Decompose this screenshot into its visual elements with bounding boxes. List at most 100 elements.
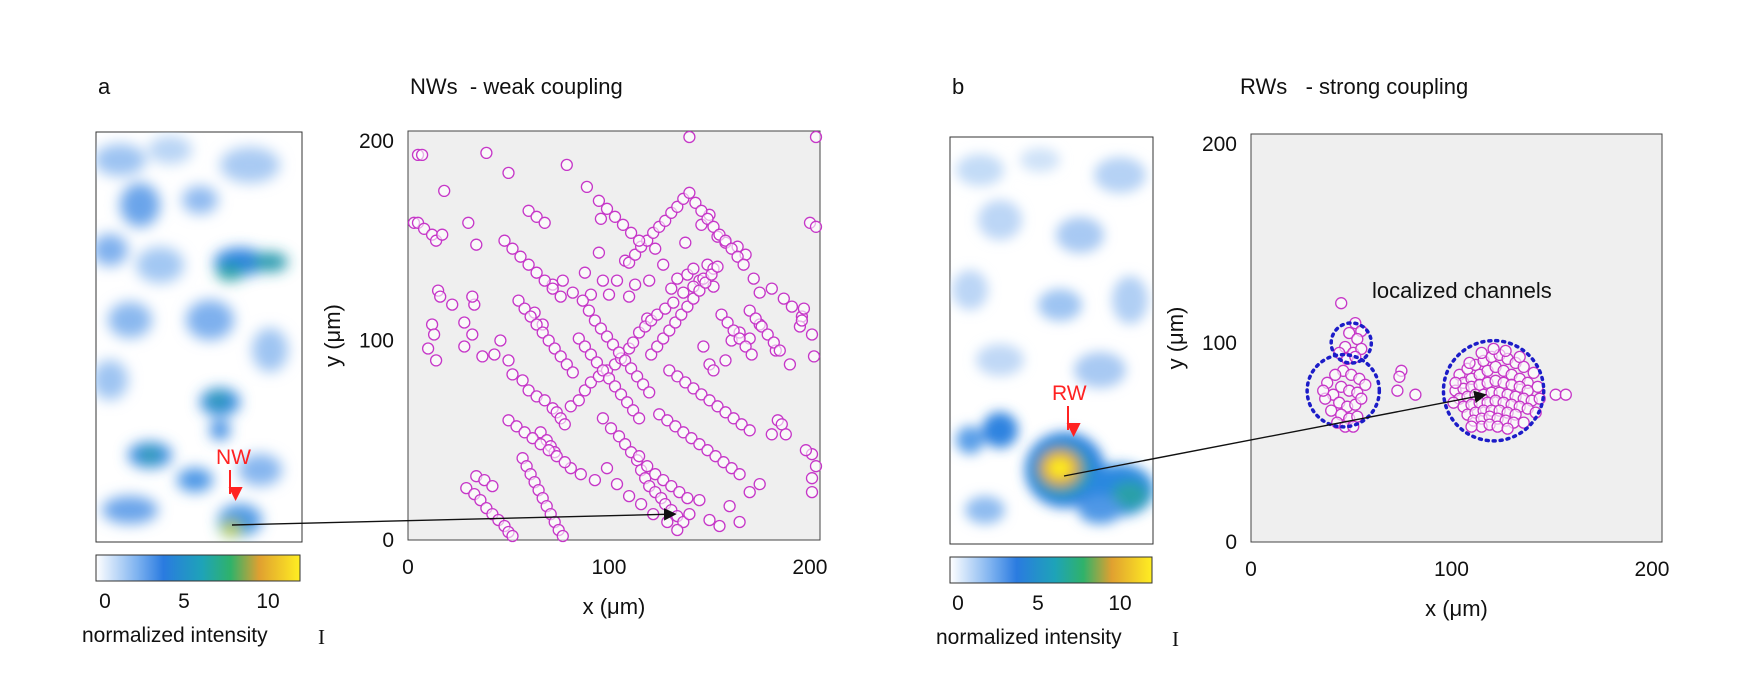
- data-point: [502, 354, 515, 367]
- data-point: [671, 523, 684, 537]
- data-point: [671, 200, 684, 213]
- data-point: [1559, 388, 1572, 401]
- localized-channel-ring: [1441, 338, 1546, 443]
- panel-b-letter: b: [952, 74, 964, 99]
- data-point: [592, 246, 606, 259]
- data-point: [542, 444, 555, 457]
- data-point: [556, 274, 569, 287]
- data-point: [761, 328, 774, 341]
- data-point: [606, 338, 620, 351]
- colorbar-a-tick-10: 10: [256, 590, 279, 613]
- data-point: [510, 420, 523, 433]
- data-point: [677, 426, 690, 439]
- data-point: [596, 274, 610, 287]
- data-point: [1533, 392, 1546, 405]
- x-tick-label-a-2: 200: [792, 556, 827, 579]
- data-point: [661, 515, 674, 529]
- data-point: [624, 226, 638, 239]
- x-tick-label-b-1: 100: [1434, 558, 1469, 581]
- pointer-label-nw: NW: [216, 446, 251, 469]
- data-point: [526, 432, 539, 445]
- data-point: [1499, 344, 1512, 358]
- data-point: [590, 356, 604, 369]
- intensity-map-b: [949, 136, 1154, 545]
- data-point: [462, 216, 475, 229]
- data-point: [1487, 342, 1500, 356]
- scatter-plot-a: 0 100 200 0 100 200 x (μm) y (μm): [231, 130, 827, 619]
- data-point: [1527, 366, 1540, 379]
- data-point: [671, 370, 684, 383]
- data-point: [522, 258, 535, 271]
- data-point: [749, 312, 762, 325]
- data-point: [572, 332, 585, 345]
- data-point: [743, 424, 756, 437]
- data-point: [1549, 388, 1562, 401]
- data-point: [711, 260, 724, 273]
- data-point: [498, 234, 511, 247]
- data-point: [502, 166, 515, 180]
- data-point: [506, 368, 519, 381]
- data-point: [743, 485, 756, 499]
- data-point: [566, 286, 579, 299]
- y-axis-label-a: y (μm): [320, 304, 345, 367]
- data-point: [1491, 420, 1504, 433]
- data-point: [427, 328, 441, 341]
- data-point: [1517, 360, 1530, 374]
- data-point: [1359, 378, 1372, 391]
- data-point: [608, 210, 622, 223]
- colorbar-a-tick-0: 0: [99, 590, 111, 613]
- data-point: [530, 266, 543, 279]
- data-point: [669, 420, 682, 433]
- data-point: [735, 418, 748, 431]
- data-point: [1501, 422, 1514, 435]
- data-point: [779, 428, 792, 441]
- data-point: [753, 286, 766, 299]
- data-point: [797, 302, 811, 315]
- y-tick-label-a-0: 0: [382, 529, 394, 552]
- data-point: [596, 412, 610, 425]
- data-point: [476, 350, 489, 363]
- data-point: [560, 158, 573, 172]
- data-point: [622, 290, 636, 303]
- data-point: [711, 400, 724, 413]
- data-point: [446, 298, 459, 311]
- data-point: [745, 348, 758, 361]
- data-point: [675, 308, 688, 321]
- data-point: [429, 354, 443, 367]
- data-point: [542, 334, 555, 347]
- data-point: [622, 256, 636, 269]
- data-point: [689, 196, 702, 209]
- data-point: [687, 262, 700, 275]
- intensity-map-a: [95, 131, 303, 543]
- data-point: [645, 348, 658, 361]
- data-point: [1465, 420, 1478, 433]
- data-point: [1325, 404, 1338, 417]
- data-point: [695, 204, 708, 217]
- data-point: [514, 250, 527, 263]
- data-point: [707, 364, 720, 377]
- data-point: [572, 394, 585, 407]
- data-point: [1393, 370, 1406, 383]
- data-point: [673, 485, 686, 499]
- data-point: [626, 336, 640, 349]
- y-tick-label-a-1: 100: [359, 329, 394, 352]
- data-point: [1355, 392, 1368, 405]
- data-point: [632, 450, 646, 463]
- data-point: [701, 444, 714, 457]
- colorbar-b-tick-0: 0: [952, 592, 964, 615]
- data-point: [538, 394, 551, 407]
- data-point: [703, 394, 716, 407]
- data-point: [663, 324, 676, 337]
- panel-a-letter: a: [98, 74, 111, 99]
- data-point: [737, 258, 750, 271]
- data-point: [460, 481, 473, 495]
- data-point: [1355, 342, 1368, 356]
- localized-channels-annotation: localized channels: [1372, 278, 1552, 303]
- data-point: [622, 489, 636, 503]
- data-point: [554, 350, 567, 363]
- data-point: [683, 507, 696, 521]
- y-axis-label-b: y (μm): [1163, 307, 1188, 370]
- data-point: [582, 304, 596, 317]
- data-point: [626, 404, 640, 417]
- data-point: [608, 380, 622, 393]
